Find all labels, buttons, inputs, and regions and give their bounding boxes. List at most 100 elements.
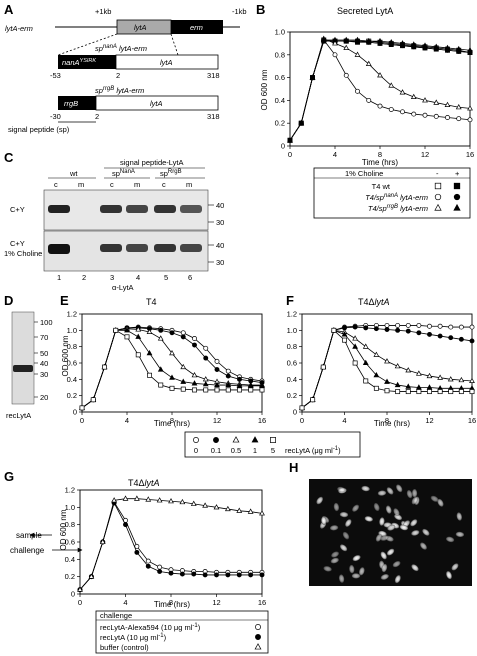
data-point xyxy=(145,496,152,502)
erm-gene-box xyxy=(171,20,223,34)
legend-marker xyxy=(453,203,461,211)
y-tick-label: 0.2 xyxy=(67,391,77,400)
data-point xyxy=(123,522,128,528)
data-point xyxy=(405,367,412,373)
western-header-sp: signal peptide-LytA xyxy=(120,158,184,167)
ef-legend: 0 0.1 0.5 1 5 recLytA (μg ml-1) xyxy=(184,431,361,458)
data-point xyxy=(225,368,231,374)
panel-d-label: D xyxy=(4,293,13,308)
data-point xyxy=(135,326,142,332)
lane-label-3: c xyxy=(110,180,114,189)
data-point xyxy=(213,504,220,510)
plot-frame-g xyxy=(79,489,263,595)
data-point xyxy=(384,358,390,364)
panel-c: C wt signal peptide-LytA spNanA spRrgB c… xyxy=(4,150,224,292)
data-point xyxy=(433,43,440,49)
data-point xyxy=(448,324,454,330)
data-point xyxy=(259,510,265,516)
cell xyxy=(422,528,430,536)
band xyxy=(126,205,148,213)
series-line xyxy=(301,326,473,409)
data-point xyxy=(179,571,185,577)
cell xyxy=(380,574,389,580)
data-point xyxy=(99,538,106,545)
panel-e: E T4 0 4 8 12 16 0 0.2 0.4 0.6 0.8 1.0 1.2 OD 600 n… xyxy=(60,293,266,428)
data-point xyxy=(377,37,383,44)
series-line xyxy=(81,328,262,409)
data-point xyxy=(373,372,380,378)
series-line xyxy=(289,39,471,141)
data-point xyxy=(179,498,186,505)
cell xyxy=(387,524,396,531)
ef-legend-val-3: 1 xyxy=(253,446,257,455)
cell xyxy=(359,567,365,576)
construct-name: lytA-erm xyxy=(5,24,33,33)
cell xyxy=(380,551,387,560)
data-point xyxy=(298,119,305,126)
data-point xyxy=(458,376,465,383)
data-point xyxy=(309,74,316,80)
row-label-choline: 1% Choline xyxy=(4,249,42,258)
cell xyxy=(399,524,409,531)
series-line xyxy=(289,40,471,141)
lane-number-6: 6 xyxy=(188,273,192,282)
data-point xyxy=(448,389,454,395)
data-point xyxy=(384,322,390,328)
y-tick-label: 0.8 xyxy=(287,342,297,351)
micrograph xyxy=(309,479,472,586)
data-point xyxy=(373,351,380,357)
data-point xyxy=(331,327,337,333)
cell xyxy=(352,504,360,512)
data-point xyxy=(384,378,390,384)
legend-marker xyxy=(453,193,461,201)
data-point xyxy=(416,330,422,336)
data-point xyxy=(373,326,379,332)
data-point xyxy=(169,374,175,380)
legend-g-header: challenge xyxy=(100,611,132,620)
data-point xyxy=(157,335,164,341)
panel-b: B Secreted LytA 0 4 8 12 1600.20.40.60.81.0 … xyxy=(256,2,474,219)
panel-b-legend xyxy=(313,167,471,219)
data-point xyxy=(158,327,164,333)
series-line xyxy=(79,498,263,590)
data-point xyxy=(157,569,163,574)
data-point xyxy=(225,572,231,578)
cell xyxy=(455,531,465,538)
data-point xyxy=(122,495,129,501)
cell xyxy=(386,487,394,495)
y-tick-label: 0.4 xyxy=(67,375,77,384)
cell xyxy=(420,542,427,550)
x-tick-label: 4 xyxy=(125,416,129,425)
cell xyxy=(379,517,385,526)
gel-mw-20: 20 xyxy=(40,393,48,402)
cell xyxy=(381,563,388,573)
rrgb-signal-box xyxy=(58,96,96,110)
data-point xyxy=(310,397,316,403)
data-point xyxy=(320,364,326,370)
pos-318-b: 318 xyxy=(207,112,220,121)
cell xyxy=(456,512,462,521)
gel-mw-ticks xyxy=(34,321,38,398)
data-point xyxy=(236,572,242,578)
data-point xyxy=(341,331,348,337)
cell xyxy=(321,516,327,525)
lane-label-5: c xyxy=(162,180,166,189)
mw-30-b: 30 xyxy=(216,258,224,267)
y-tick-label: 0.6 xyxy=(287,359,297,368)
y-tick-label: 0.2 xyxy=(275,119,285,128)
data-point xyxy=(395,327,401,333)
ef-legend-val-4: 5 xyxy=(271,446,275,455)
x-tick-label: 8 xyxy=(169,598,173,607)
data-point xyxy=(427,331,432,337)
data-point xyxy=(437,323,443,329)
y-tick-label: 0.8 xyxy=(67,342,77,351)
data-point xyxy=(88,573,95,579)
panel-f-xlabel: Time (hrs) xyxy=(374,419,410,428)
legend-marker xyxy=(270,437,276,443)
pos-neg53: -53 xyxy=(50,71,61,80)
data-point xyxy=(180,334,186,340)
data-point xyxy=(426,384,433,390)
data-point xyxy=(433,113,439,119)
panel-g-legend xyxy=(95,610,269,654)
data-point xyxy=(343,44,350,50)
